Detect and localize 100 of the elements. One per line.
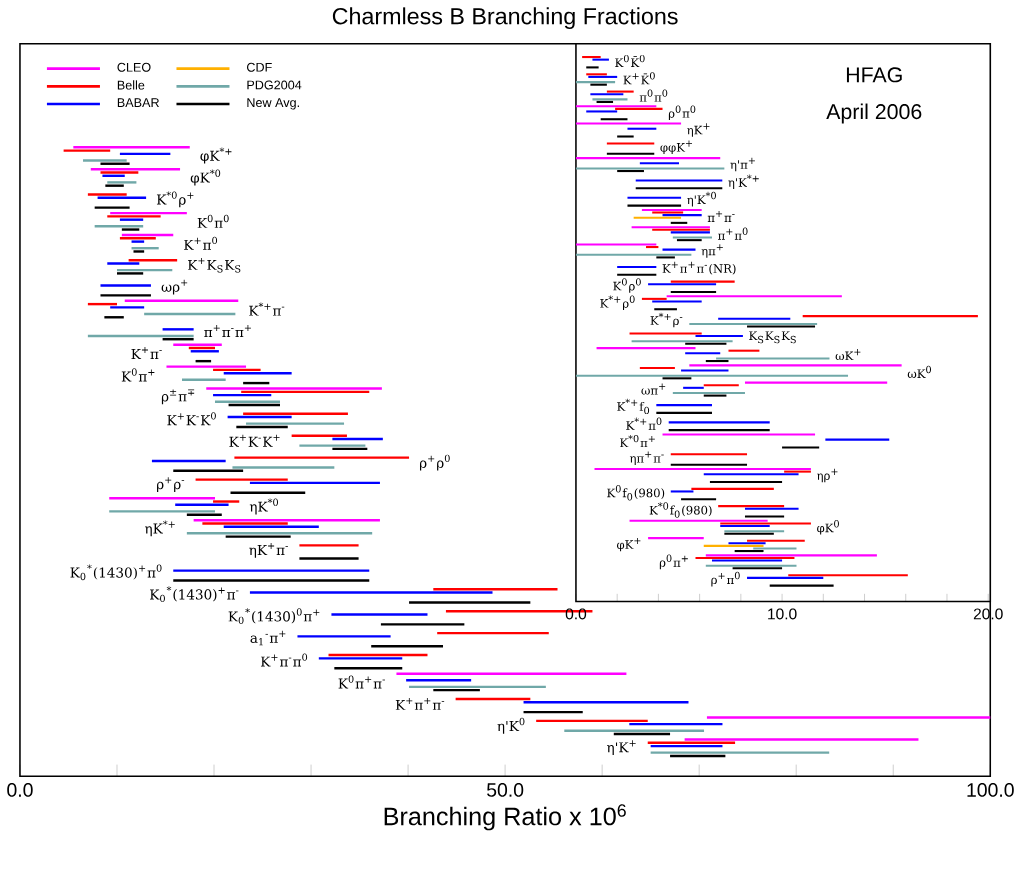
- bar: [656, 403, 712, 406]
- y-tick-label: η'K$^{*0}$: [687, 191, 716, 207]
- y-tick-label: φφK$^{+}$: [660, 140, 693, 154]
- bar: [297, 635, 391, 638]
- bar: [586, 73, 607, 76]
- bar: [825, 438, 890, 441]
- y-tick-label: ηK$^{*+}$: [145, 520, 175, 537]
- bar: [695, 556, 795, 559]
- y-tick-label: ρ$^{0}$π$^{+}$: [659, 554, 688, 569]
- bar: [705, 359, 729, 362]
- bar: [575, 243, 657, 246]
- bar: [706, 716, 991, 719]
- bar: [635, 187, 723, 190]
- y-tick-label: K$^{+}$K$^{-}$K$^{+}$: [229, 434, 280, 447]
- bar: [703, 544, 764, 547]
- bar: [592, 98, 628, 101]
- bar: [202, 522, 288, 525]
- bar: [627, 204, 682, 207]
- y-tick-label: ωK$^{0}$: [907, 365, 931, 378]
- y-tick-label: K$^{*0}$ρ$^{+}$: [156, 191, 194, 208]
- bar: [662, 248, 696, 251]
- y-tick-label: K$^{0}$π$^{+}$π$^{-}$: [338, 675, 385, 689]
- bar: [234, 456, 410, 459]
- bar: [600, 118, 628, 121]
- bar: [709, 480, 783, 483]
- bar: [724, 532, 774, 535]
- y-tick-label: K$^{*0}$π$^{+}$: [620, 434, 655, 447]
- x-tick-label: 100.0: [967, 782, 1014, 797]
- bar: [246, 422, 345, 425]
- bar: [606, 142, 655, 145]
- y-tick-label: K$^{*+}$ρ$^{-}$: [650, 312, 683, 328]
- bar: [225, 535, 291, 538]
- y-tick-label: K$^{+}$π$^{-}$: [131, 346, 162, 359]
- y-tick-label: K$^{+}$K̄$^{0}$: [623, 72, 655, 85]
- y-tick-label: K$^{*+}$π$^{0}$: [626, 417, 662, 430]
- bar: [639, 162, 680, 165]
- bar: [720, 524, 770, 527]
- bar: [575, 105, 657, 108]
- y-tick-label: K$^{0}$K̄$^{0}$: [615, 54, 645, 67]
- bar: [732, 567, 783, 570]
- y-tick-label: K$^{0}$ρ$^{0}$: [613, 278, 641, 293]
- bar: [691, 487, 774, 490]
- bar: [656, 411, 712, 414]
- x-tick-label: 10.0: [768, 608, 797, 620]
- legend-label: CLEO: [117, 62, 151, 72]
- bar: [133, 250, 145, 253]
- bar: [769, 584, 834, 587]
- bar: [631, 226, 710, 229]
- legend-label: New Avg.: [247, 98, 299, 110]
- bar: [668, 421, 770, 424]
- bar: [83, 159, 127, 162]
- bar: [652, 211, 684, 214]
- bar: [409, 601, 531, 604]
- bar: [747, 325, 816, 328]
- bar: [689, 364, 902, 367]
- bar: [617, 273, 657, 276]
- y-tick-label: η'π$^{+}$: [730, 157, 755, 172]
- y-tick-label: K$_{S}$K$_{S}$K$_{S}$: [749, 331, 796, 344]
- bar: [173, 579, 370, 582]
- bar: [596, 100, 614, 103]
- y-tick-label: ηπ$^{+}$π$^{-}$: [629, 451, 664, 465]
- bar: [718, 504, 785, 508]
- bar: [186, 531, 373, 535]
- y-tick-label: K$^{+}$K$^{-}$K$^{0}$: [167, 412, 216, 426]
- bar: [331, 613, 428, 616]
- y-tick-label: φK$^{+}$: [617, 537, 641, 552]
- bar: [575, 80, 616, 83]
- bar: [753, 547, 797, 550]
- bar: [119, 218, 144, 221]
- bar: [802, 314, 978, 318]
- y-tick-label: a$_{1}$$^{-}$π$^{+}$: [250, 630, 286, 646]
- y-tick-label: π$^{+}$π$^{0}$: [718, 227, 748, 240]
- annotation: April 2006: [826, 103, 922, 124]
- y-tick-label: K$^{+}$π$^{+}$π$^{-}$: [395, 697, 445, 710]
- y-tick-label: ηK$^{+}$: [687, 123, 710, 137]
- y-tick-label: π$^{+}$π$^{-}$π$^{+}$: [204, 324, 251, 337]
- y-tick-label: K$^{*+}$f$_{0}$: [617, 398, 650, 414]
- bar: [109, 510, 215, 513]
- bar: [641, 208, 702, 211]
- bar: [617, 135, 634, 138]
- bar: [703, 384, 739, 387]
- y-tick-label: ωπ$^{+}$: [641, 383, 666, 395]
- bar: [592, 58, 609, 61]
- bar: [685, 342, 727, 345]
- bar: [705, 554, 877, 557]
- bar: [299, 444, 366, 447]
- chart-title: Charmless B Branching Fractions: [332, 7, 678, 29]
- legend-label: Belle: [117, 80, 145, 90]
- bar: [627, 196, 682, 199]
- bar: [728, 542, 766, 545]
- bar: [582, 55, 601, 58]
- bar: [617, 265, 657, 268]
- bar: [744, 381, 888, 384]
- bar: [788, 574, 908, 577]
- bar: [641, 297, 667, 300]
- bar: [206, 387, 382, 390]
- y-tick-label: K$^{*0}$f$_{0}$(980): [649, 502, 712, 518]
- bar: [107, 262, 140, 265]
- y-tick-label: K$^{+}$π$^{0}$: [184, 236, 218, 250]
- bar: [299, 557, 359, 560]
